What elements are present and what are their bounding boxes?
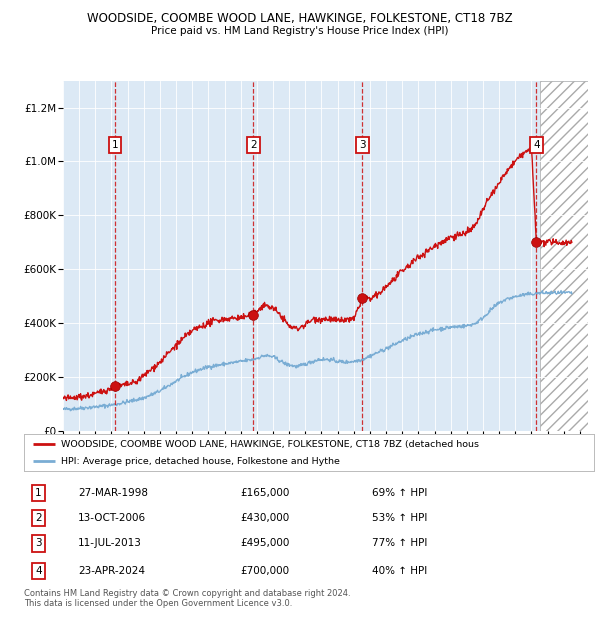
- Text: 1: 1: [112, 140, 118, 150]
- Text: 3: 3: [35, 538, 41, 549]
- Text: 11-JUL-2013: 11-JUL-2013: [78, 538, 142, 549]
- Text: Contains HM Land Registry data © Crown copyright and database right 2024.
This d: Contains HM Land Registry data © Crown c…: [24, 589, 350, 608]
- Text: 2: 2: [250, 140, 257, 150]
- Text: 1: 1: [35, 488, 41, 498]
- Text: £165,000: £165,000: [241, 488, 290, 498]
- Text: Price paid vs. HM Land Registry's House Price Index (HPI): Price paid vs. HM Land Registry's House …: [151, 26, 449, 36]
- Text: 77% ↑ HPI: 77% ↑ HPI: [372, 538, 427, 549]
- Text: 4: 4: [35, 566, 41, 576]
- Text: 2: 2: [35, 513, 41, 523]
- Text: HPI: Average price, detached house, Folkestone and Hythe: HPI: Average price, detached house, Folk…: [61, 457, 340, 466]
- Text: 27-MAR-1998: 27-MAR-1998: [78, 488, 148, 498]
- Text: WOODSIDE, COOMBE WOOD LANE, HAWKINGE, FOLKESTONE, CT18 7BZ: WOODSIDE, COOMBE WOOD LANE, HAWKINGE, FO…: [87, 12, 513, 25]
- Text: £430,000: £430,000: [241, 513, 290, 523]
- Text: WOODSIDE, COOMBE WOOD LANE, HAWKINGE, FOLKESTONE, CT18 7BZ (detached hous: WOODSIDE, COOMBE WOOD LANE, HAWKINGE, FO…: [61, 440, 479, 448]
- Text: 40% ↑ HPI: 40% ↑ HPI: [372, 566, 427, 576]
- Text: 53% ↑ HPI: 53% ↑ HPI: [372, 513, 427, 523]
- Text: £700,000: £700,000: [241, 566, 290, 576]
- Text: 4: 4: [533, 140, 540, 150]
- Text: £495,000: £495,000: [241, 538, 290, 549]
- Text: 3: 3: [359, 140, 365, 150]
- Text: 13-OCT-2006: 13-OCT-2006: [78, 513, 146, 523]
- Text: 23-APR-2024: 23-APR-2024: [78, 566, 145, 576]
- Text: 69% ↑ HPI: 69% ↑ HPI: [372, 488, 427, 498]
